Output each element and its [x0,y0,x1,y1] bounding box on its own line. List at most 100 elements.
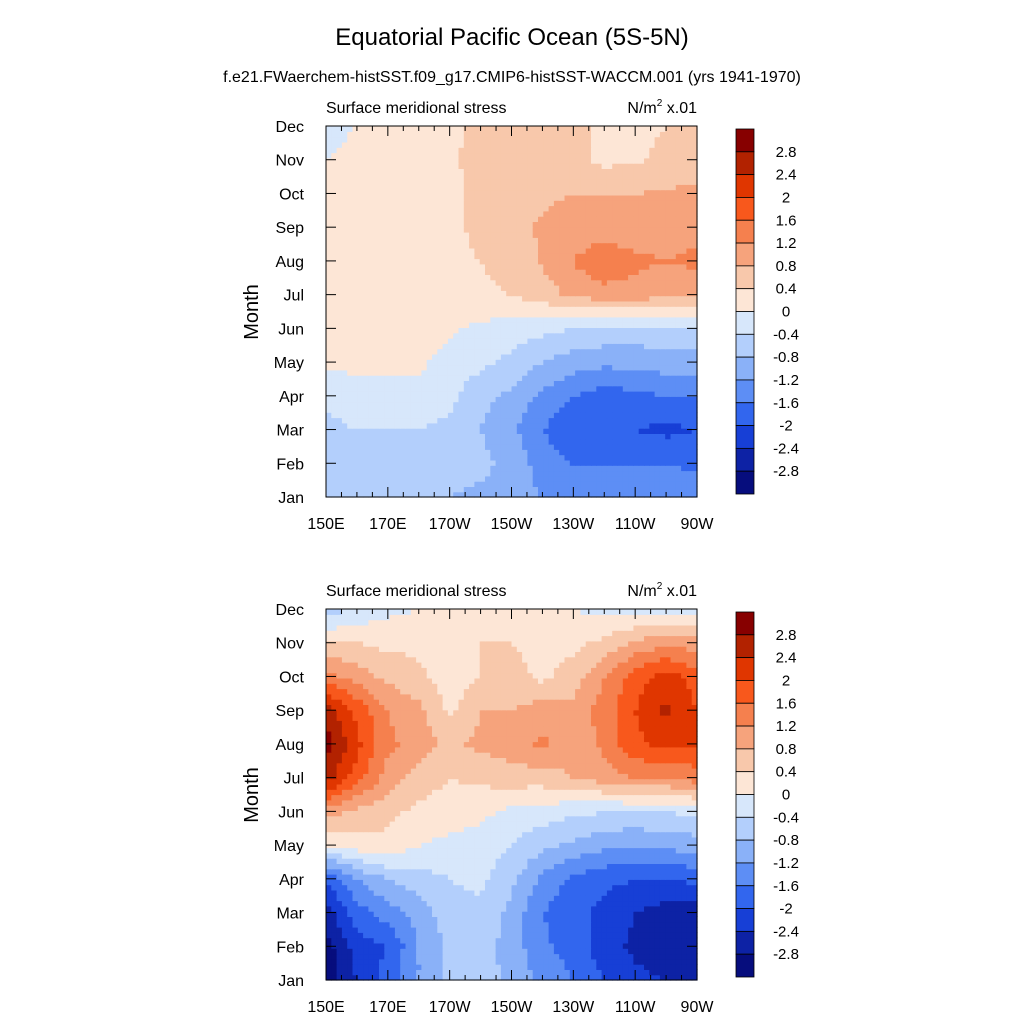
contour-cell [548,200,555,207]
contour-cell [432,221,438,228]
contour-cell [575,359,581,366]
contour-cell [389,391,396,397]
contour-cell [442,131,449,138]
contour-cell [559,295,566,302]
contour-cell [670,131,677,138]
contour-cell [469,465,475,472]
contour-cell [432,433,438,440]
contour-cell [410,332,417,339]
contour-cell [670,380,677,387]
contour-cell [591,242,597,249]
contour-cell [553,316,560,323]
contour-cell [527,247,534,254]
contour-cell [479,179,486,185]
contour-cell [500,348,507,355]
contour-cell [553,242,560,249]
contour-cell [522,406,528,413]
contour-cell [591,428,597,434]
contour-cell [511,295,518,302]
contour-cell [442,396,449,403]
contour-cell [495,428,502,434]
contour-cell [405,232,412,238]
contour-cell [474,269,481,275]
contour-cell [522,412,528,419]
contour-cell [564,300,571,307]
contour-cell [394,465,401,472]
contour-cell [516,422,523,429]
contour-cell [485,470,491,477]
contour-cell [469,253,475,260]
contour-cell [479,391,486,397]
contour-cell [628,396,634,403]
contour-cell [447,465,454,472]
contour-cell [373,475,380,482]
contour-cell [659,136,666,143]
contour-cell [384,332,391,339]
contour-cell [506,306,513,313]
contour-cell [500,438,507,445]
contour-cell [352,486,359,493]
contour-cell [543,157,550,164]
contour-cell [447,285,454,291]
contour-cell [516,444,523,450]
contour-cell [394,226,401,233]
contour-cell [659,253,666,260]
contour-cell [458,433,465,440]
contour-cell [506,401,513,408]
contour-cell [357,285,364,291]
contour-cell [453,237,460,244]
contour-cell [522,316,528,323]
contour-cell [617,380,624,387]
contour-cell [675,163,682,169]
contour-cell [659,391,666,397]
contour-cell [400,459,407,466]
contour-cell [591,126,597,132]
contour-cell [453,200,460,207]
contour-cell [368,322,375,328]
contour-cell [665,475,672,482]
contour-cell [506,391,513,397]
contour-cell [490,184,497,191]
contour-cell [644,454,650,461]
contour-cell [405,205,412,212]
contour-cell [522,168,528,175]
contour-cell [506,359,513,366]
contour-cell [564,258,571,265]
contour-cell [453,136,460,143]
contour-cell [352,359,359,366]
contour-cell [437,189,444,196]
contour-cell [522,391,528,397]
contour-cell [421,486,428,493]
contour-cell [336,332,343,339]
contour-cell [654,232,661,238]
contour-cell [384,242,391,249]
contour-cell [458,359,465,366]
x-tick-label: 150W [491,516,534,533]
contour-cell [686,406,693,413]
contour-cell [612,406,619,413]
contour-cell [511,406,518,413]
contour-cell [659,269,666,275]
contour-cell [559,343,566,350]
contour-cell [522,486,528,493]
contour-cell [538,316,544,323]
contour-cell [638,269,645,275]
contour-cell [649,290,656,297]
contour-cell [665,258,672,265]
contour-cell [543,406,550,413]
contour-cell [357,406,364,413]
contour-cell [485,433,491,440]
contour-cell [511,332,518,339]
contour-cell [357,481,364,487]
contour-cell [628,279,634,286]
contour-cell [532,237,539,244]
contour-cell [421,126,428,132]
contour-cell [389,274,396,281]
contour-cell [453,422,460,429]
contour-cell [373,152,380,159]
contour-cell [543,353,550,360]
contour-cell [580,417,587,424]
contour-cell [654,449,661,456]
contour-cell [485,300,491,307]
contour-cell [527,163,534,169]
